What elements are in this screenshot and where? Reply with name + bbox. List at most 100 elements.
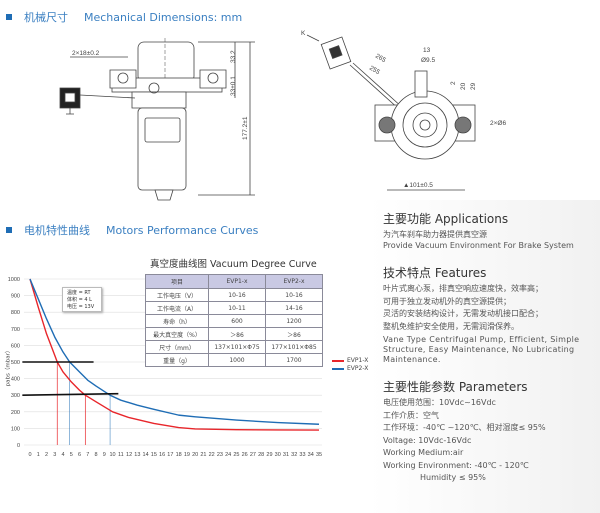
legend-item-evp1: EVP1-X	[332, 357, 368, 365]
dim-2: 2	[450, 81, 457, 85]
x-tick-label: 9	[103, 452, 106, 458]
x-tick-label: 24	[225, 452, 231, 458]
x-tick-label: 4	[61, 452, 64, 458]
dim-9-5: Ø9.5	[421, 57, 435, 64]
y-tick-label: 200	[11, 410, 20, 416]
parameter-line: Working Environment: -40℃ - 120℃	[383, 460, 529, 470]
test-conditions-note: 温度 = RT 体积 = 4 L 电压 = 13V	[62, 287, 102, 312]
x-tick-label: 5	[70, 452, 73, 458]
table-cell: 寿命（h）	[145, 314, 209, 328]
features-en: Vane Type Centrifugal Pump, Efficient, S…	[383, 335, 580, 364]
feature-line: 灵活的安装结构设计，无需发动机接口配合；	[383, 309, 543, 318]
table-cell: 10-16	[265, 288, 323, 302]
x-tick-label: 2	[45, 452, 48, 458]
bullet-square-icon	[6, 14, 12, 20]
dim-mount: 2×18±0.2	[72, 50, 100, 57]
applications-heading: 主要功能 Applications	[383, 212, 509, 226]
table-cell: 14-16	[265, 301, 323, 315]
x-tick-label: 13	[134, 452, 140, 458]
dim-13: 13	[423, 47, 431, 54]
x-tick-label: 10	[110, 452, 116, 458]
y-axis-label: pabs（mbar）	[5, 347, 12, 387]
x-tick-label: 34	[308, 452, 314, 458]
y-tick-label: 100	[11, 426, 20, 432]
x-tick-label: 15	[151, 452, 157, 458]
y-tick-label: 500	[11, 360, 20, 366]
section-performance-title: 电机特性曲线 Motors Performance Curves	[6, 222, 258, 238]
series-line-evp1-x	[29, 278, 320, 431]
right-info-panel: 主要功能 Applications 为汽车刹车助力器提供真空源 Provide …	[383, 211, 600, 494]
table-cell: ＞86	[265, 327, 323, 341]
table-row: 尺寸（mm） 137×101×Φ75 177×101×Φ85	[145, 340, 323, 354]
parameter-line: 工作介质：空气	[383, 410, 439, 420]
x-tick-label: 14	[143, 452, 149, 458]
x-tick-label: 11	[118, 452, 124, 458]
table-row: 寿命（h） 600 1200	[145, 314, 323, 328]
bullet-square-icon	[6, 227, 12, 233]
parameter-line: 工作环境：-40℃ ~120℃、相对湿度≤ 95%	[383, 423, 546, 432]
right-panel-background	[370, 200, 600, 513]
section-mechanical-title: 机械尺寸 Mechanical Dimensions: mm	[6, 9, 242, 25]
table-cell: 600	[208, 314, 266, 328]
dim-width: ▲101±0.5	[403, 182, 433, 189]
table-cell: 最大真空度（%）	[145, 327, 209, 341]
feature-line: 叶片式离心泵，排真空响应速度快，效率高；	[383, 284, 543, 293]
x-tick-label: 12	[126, 452, 132, 458]
dim-29: 29	[470, 82, 477, 90]
table-cell: 177×101×Φ85	[265, 340, 323, 354]
series-line-evp2-x	[29, 278, 320, 425]
x-tick-label: 6	[78, 452, 81, 458]
x-tick-label: 28	[258, 452, 264, 458]
table-cell: 1700	[265, 353, 323, 367]
y-tick-label: 700	[11, 327, 20, 333]
note-line: 电压 = 13V	[67, 304, 95, 310]
legend-label: EVP2-X	[347, 365, 369, 372]
table-cell: 工作电流（A）	[145, 301, 209, 315]
header-cell: EVP2-x	[265, 274, 323, 289]
x-tick-label: 3	[53, 452, 56, 458]
header-cell: EVP1-x	[208, 274, 266, 289]
table-cell: 工作电压（V）	[145, 288, 209, 302]
y-tick-label: 400	[11, 377, 20, 383]
dim-20: 20	[460, 82, 467, 90]
x-tick-label: 32	[291, 452, 297, 458]
y-tick-label: 1000	[8, 277, 20, 283]
x-tick-label: 26	[242, 452, 248, 458]
x-tick-label: 25	[233, 452, 239, 458]
table-cell: ＞86	[208, 327, 266, 341]
features-heading: 技术特点 Features	[383, 266, 487, 280]
table-header-row: 项目 EVP1-x EVP2-x	[145, 274, 323, 289]
x-tick-label: 23	[217, 452, 223, 458]
title-cn: 机械尺寸	[24, 11, 68, 24]
table-cell: 1000	[208, 353, 266, 367]
x-tick-label: 35	[316, 452, 322, 458]
note-line: 温度 = RT	[67, 290, 91, 296]
x-tick-label: 0	[28, 452, 31, 458]
dim-top: 33.2	[230, 50, 237, 63]
table-cell: 10-16	[208, 288, 266, 302]
x-tick-label: 29	[266, 452, 272, 458]
x-tick-label: 22	[209, 452, 215, 458]
parameter-line: Working Medium:air	[383, 448, 464, 457]
x-tick-label: 31	[283, 452, 289, 458]
applications-en: Provide Vacuum Environment For Brake Sys…	[383, 241, 574, 250]
pump-side-view-drawing: 2×18±0.2 33.2 33±0.1 177.2±1	[59, 38, 255, 201]
table-cell: 尺寸（mm）	[145, 340, 209, 354]
pump-top-view-drawing: K 265 255 13 Ø9.5 20 29 2 2×Ø6 ▲101±0.5	[301, 30, 506, 191]
y-tick-label: 800	[11, 310, 20, 316]
spec-table: 项目 EVP1-x EVP2-x 工作电压（V） 10-16 10-16 工作电流（A…	[145, 274, 323, 367]
y-tick-label: 300	[11, 393, 20, 399]
applications-cn: 为汽车刹车助力器提供真空源	[383, 230, 487, 239]
note-line: 体积 = 4 L	[67, 297, 92, 303]
dim-holes: 2×Ø6	[490, 120, 506, 127]
chart-title: 真空度曲线图 Vacuum Degree Curve	[150, 259, 317, 270]
feature-line: 整机免维护安全使用，无需润滑保养。	[383, 321, 519, 331]
x-tick-label: 1	[37, 452, 40, 458]
x-tick-label: 8	[95, 452, 98, 458]
y-tick-label: 900	[11, 294, 20, 300]
applications-section: 主要功能 Applications 为汽车刹车助力器提供真空源 Provide …	[383, 211, 600, 251]
legend-swatch	[332, 368, 344, 370]
dim-height: 177.2±1	[242, 116, 249, 140]
parameters-section: 主要性能参数 Parameters 电压使用范围：10Vdc~16Vdc 工作介…	[383, 379, 600, 485]
